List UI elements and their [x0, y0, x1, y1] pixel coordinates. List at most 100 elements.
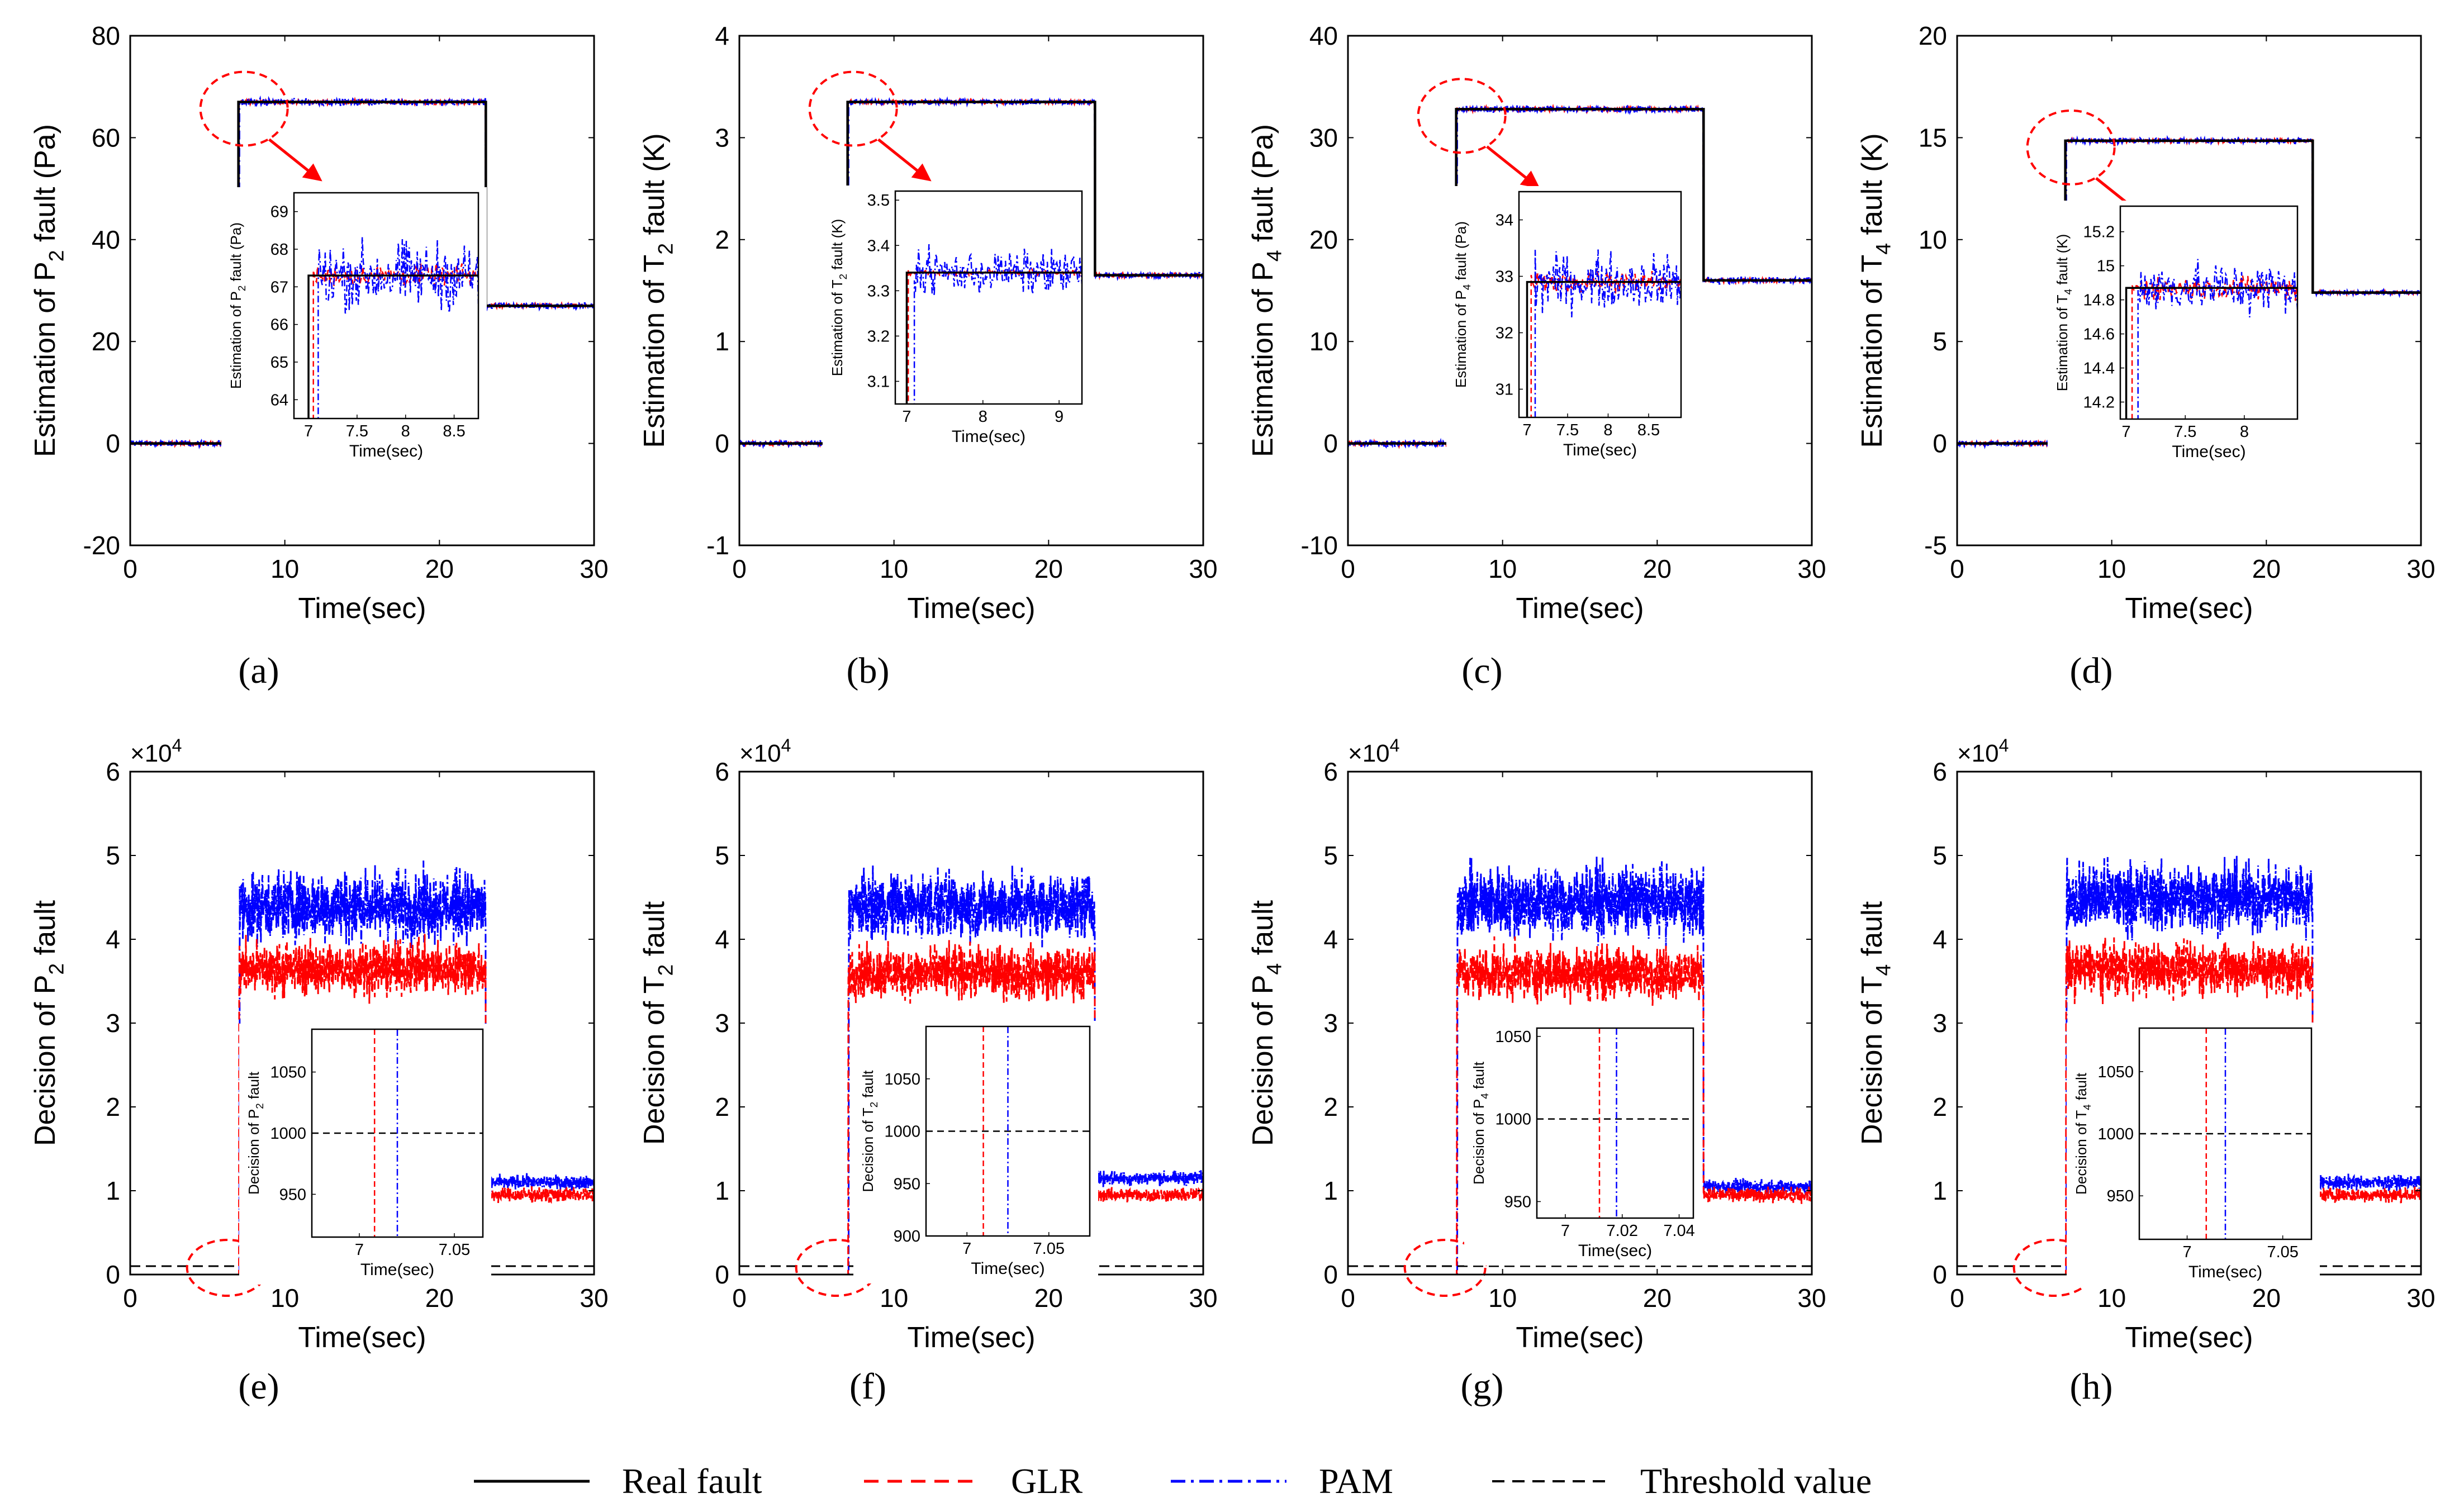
y-tick-label: 10: [1919, 225, 1947, 254]
x-tick-label: 10: [270, 554, 299, 583]
y-axis-label-tail: fault (K): [1856, 133, 1888, 243]
y-axis-label-tail: fault: [1856, 901, 1888, 964]
inset-real-fault-line: [2125, 287, 2297, 419]
inset-frame: [925, 1025, 1091, 1237]
inset-frame: [311, 1028, 484, 1238]
x-axis-label: Time(sec): [907, 1321, 1035, 1354]
inset-background: [1446, 186, 1689, 465]
y-tick-label: 4: [106, 925, 120, 954]
y-axis-label-sub: 2: [45, 250, 68, 261]
inset-x-tick-label: 7: [902, 408, 911, 426]
inset-x-tick-label: 7: [2121, 423, 2130, 441]
x-tick-label: 20: [1034, 1283, 1063, 1313]
inset-x-tick-label: 7: [304, 422, 313, 440]
plot-area: [1348, 103, 1812, 450]
x-tick-label: 0: [1950, 554, 1964, 583]
inset-y-axis-label: Decision of T4 fault: [2073, 1072, 2093, 1195]
y-axis-label-main: Decision of P: [29, 975, 61, 1146]
inset-y-tick-label: 1050: [2097, 1063, 2134, 1081]
y-axis-label: Estimation of T4 fault (K): [1856, 133, 1895, 448]
y-tick-label: 1: [106, 1176, 120, 1205]
x-tick-label: 0: [1950, 1283, 1964, 1313]
y-tick-label: 5: [106, 841, 120, 870]
pam-series-line: [739, 865, 1203, 1275]
y-tick-label: 5: [1933, 327, 1947, 356]
y-tick-label: 4: [715, 21, 729, 50]
inset-x-tick-label: 7: [355, 1241, 364, 1259]
highlight-circle: [2026, 109, 2116, 186]
inset-y-tick-label: 3.2: [867, 327, 890, 345]
inset-y-tick-label: 950: [1504, 1193, 1531, 1211]
inset-y-axis-label: Estimation of P2 fault (Pa): [227, 222, 248, 389]
y-tick-label: 2: [106, 1092, 120, 1121]
highlight-arrow: [877, 138, 922, 174]
inset-y-axis-label-main: Decision of T: [860, 1107, 876, 1192]
y-tick-label: 60: [92, 123, 120, 152]
x-axis-label: Time(sec): [907, 592, 1035, 625]
y-axis-label-main: Decision of T: [638, 976, 671, 1145]
y-tick-label: 30: [1309, 123, 1338, 152]
inset-y-axis-label: Decision of P4 fault: [1470, 1061, 1490, 1185]
highlight-arrowhead: [911, 163, 932, 182]
plot-area: [1957, 135, 2421, 449]
y-tick-label: -20: [83, 531, 120, 560]
y-axis-label-sub: 4: [1872, 243, 1895, 255]
inset-real-fault-line: [1526, 280, 1681, 417]
inset-x-axis-label: Time(sec): [360, 1261, 434, 1279]
inset-y-tick-label: 1000: [2097, 1125, 2134, 1143]
inset-y-tick-label: 14.6: [2083, 326, 2115, 344]
inset-area: [2125, 259, 2297, 419]
plot-frame: [1956, 35, 2422, 546]
inset-y-tick-label: 33: [1496, 268, 1513, 286]
legend-label-threshold: Threshold value: [1640, 1461, 1872, 1501]
inset-y-tick-label: 3.4: [867, 237, 890, 255]
inset-y-axis-label-sub: 4: [1479, 1093, 1490, 1099]
inset-y-axis-label-tail: fault (K): [2054, 234, 2071, 289]
y-tick-label: 4: [1933, 925, 1947, 954]
inset-frame: [2138, 1027, 2313, 1240]
inset-y-axis-label: Decision of T2 fault: [860, 1070, 880, 1192]
x-tick-label: 10: [880, 1283, 908, 1313]
y-axis-label-sub: 2: [654, 964, 677, 976]
x-tick-label: 20: [425, 554, 454, 583]
inset-x-axis-label: Time(sec): [349, 442, 423, 460]
x-tick-label: 0: [732, 1283, 747, 1313]
x-axis-label: Time(sec): [1516, 592, 1644, 625]
inset-y-axis-label-tail: fault (Pa): [1452, 221, 1469, 284]
y-tick-label: -10: [1301, 531, 1338, 560]
plot-area: [1957, 855, 2421, 1275]
y-tick-label: 10: [1309, 327, 1338, 356]
inset-pam-line: [1534, 249, 1681, 417]
x-tick-label: 10: [1488, 1283, 1517, 1313]
inset-area: [1537, 1028, 1693, 1218]
highlight-arrow: [268, 138, 312, 174]
pam-series-line: [1348, 856, 1812, 1275]
inset-y-tick-label: 1000: [884, 1123, 920, 1141]
inset-y-tick-label: 69: [270, 203, 288, 221]
y-tick-label: 0: [1323, 429, 1338, 458]
y-axis-label: Estimation of P2 fault (Pa): [29, 124, 68, 457]
inset-x-axis-label: Time(sec): [971, 1259, 1045, 1278]
inset-y-tick-label: 32: [1496, 325, 1513, 343]
y-tick-label: 3: [715, 123, 729, 152]
inset-y-axis-label-sub: 4: [2062, 289, 2074, 294]
y-axis-label: Decision of T4 fault: [1856, 901, 1895, 1145]
x-axis-label: Time(sec): [1516, 1321, 1644, 1354]
plot-area: [1348, 856, 1812, 1275]
panel-caption: (e): [238, 1366, 279, 1407]
y-tick-label: 5: [1933, 841, 1947, 870]
inset-y-tick-label: 64: [270, 391, 288, 409]
plot-frame: [1347, 771, 1813, 1276]
inset-y-tick-label: 65: [270, 354, 288, 372]
x-tick-label: 30: [1189, 1283, 1217, 1313]
inset-area: [905, 244, 1082, 404]
y-tick-label: 5: [1323, 841, 1338, 870]
inset-y-tick-label: 1050: [884, 1071, 920, 1088]
x-tick-label: 10: [2097, 1283, 2126, 1313]
y-tick-label: 0: [1933, 1260, 1947, 1289]
highlight-arrowhead: [302, 163, 322, 182]
inset-y-tick-label: 950: [2107, 1187, 2134, 1205]
x-tick-label: 20: [1643, 1283, 1672, 1313]
